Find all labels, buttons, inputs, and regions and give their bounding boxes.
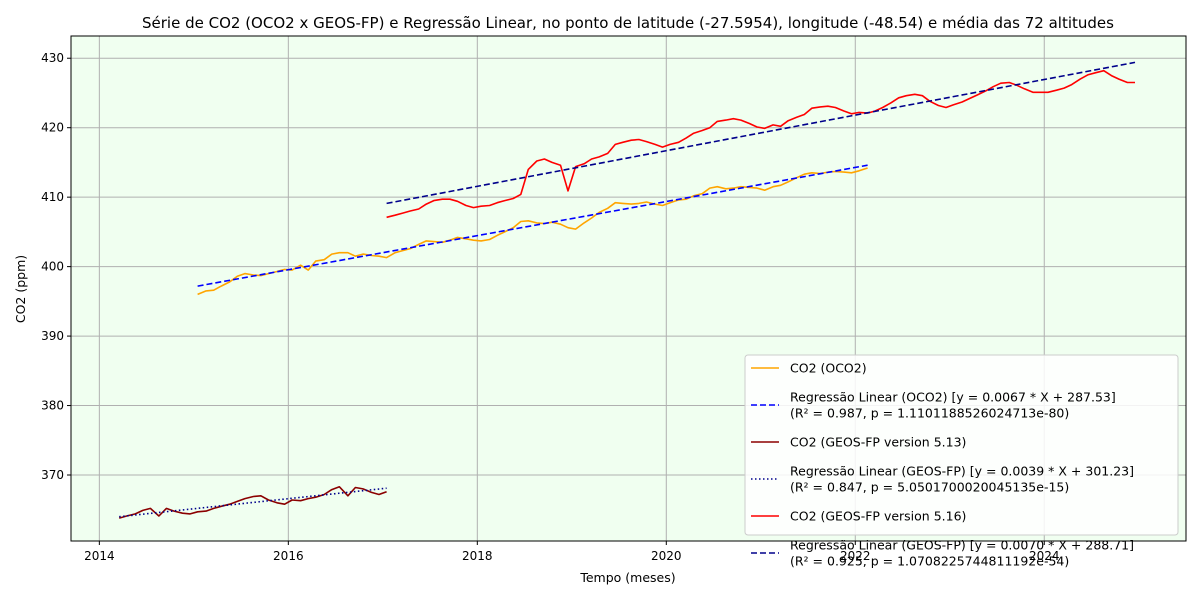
x-axis-label: Tempo (meses) <box>579 570 675 585</box>
legend-entry-4: CO2 (GEOS-FP version 5.16) <box>790 509 966 524</box>
series-line-1 <box>197 164 868 287</box>
y-axis-label: CO2 (ppm) <box>13 255 28 323</box>
series-line-4 <box>386 69 1135 219</box>
x-tick-label: 2022 <box>840 549 871 563</box>
y-tick-label: 420 <box>41 121 64 135</box>
x-tick-label: 2020 <box>651 549 682 563</box>
y-tick-label: 390 <box>41 329 64 343</box>
series-layer <box>118 61 1136 519</box>
y-tick-label: 380 <box>41 399 64 413</box>
series-line-5 <box>386 61 1136 205</box>
x-tick-label: 2016 <box>273 549 304 563</box>
y-tick-label: 430 <box>41 51 64 65</box>
legend-entry-2: CO2 (GEOS-FP version 5.13) <box>790 435 966 450</box>
chart-title: Série de CO2 (OCO2 x GEOS-FP) e Regressã… <box>142 14 1114 32</box>
legend-box <box>744 354 1179 536</box>
y-axis: 370 380 390 400 410 420 430 <box>41 51 71 482</box>
y-tick-label: 400 <box>41 260 64 274</box>
legend-entry-3: Regressão Linear (GEOS-FP) [y = 0.0039 *… <box>790 464 1134 495</box>
x-tick-label: 2018 <box>462 549 493 563</box>
x-tick-label: 2024 <box>1029 549 1060 563</box>
legend-entry-0: CO2 (OCO2) <box>790 361 867 376</box>
plot-frame <box>70 35 1187 542</box>
legend-entry-1: Regressão Linear (OCO2) [y = 0.0067 * X … <box>790 390 1116 421</box>
x-tick-label: 2014 <box>84 549 115 563</box>
series-line-0 <box>197 167 868 296</box>
y-tick-label: 370 <box>41 468 64 482</box>
y-tick-label: 410 <box>41 190 64 204</box>
legend-entry-5: Regressão Linear (GEOS-FP) [y = 0.0070 *… <box>790 538 1134 569</box>
series-line-3 <box>119 487 387 518</box>
series-line-2 <box>118 485 387 519</box>
x-axis: 2014 2016 2018 2020 2022 2024 <box>84 541 1060 563</box>
legend: CO2 (OCO2) Regressão Linear (OCO2) [y = 0… <box>744 354 1179 569</box>
